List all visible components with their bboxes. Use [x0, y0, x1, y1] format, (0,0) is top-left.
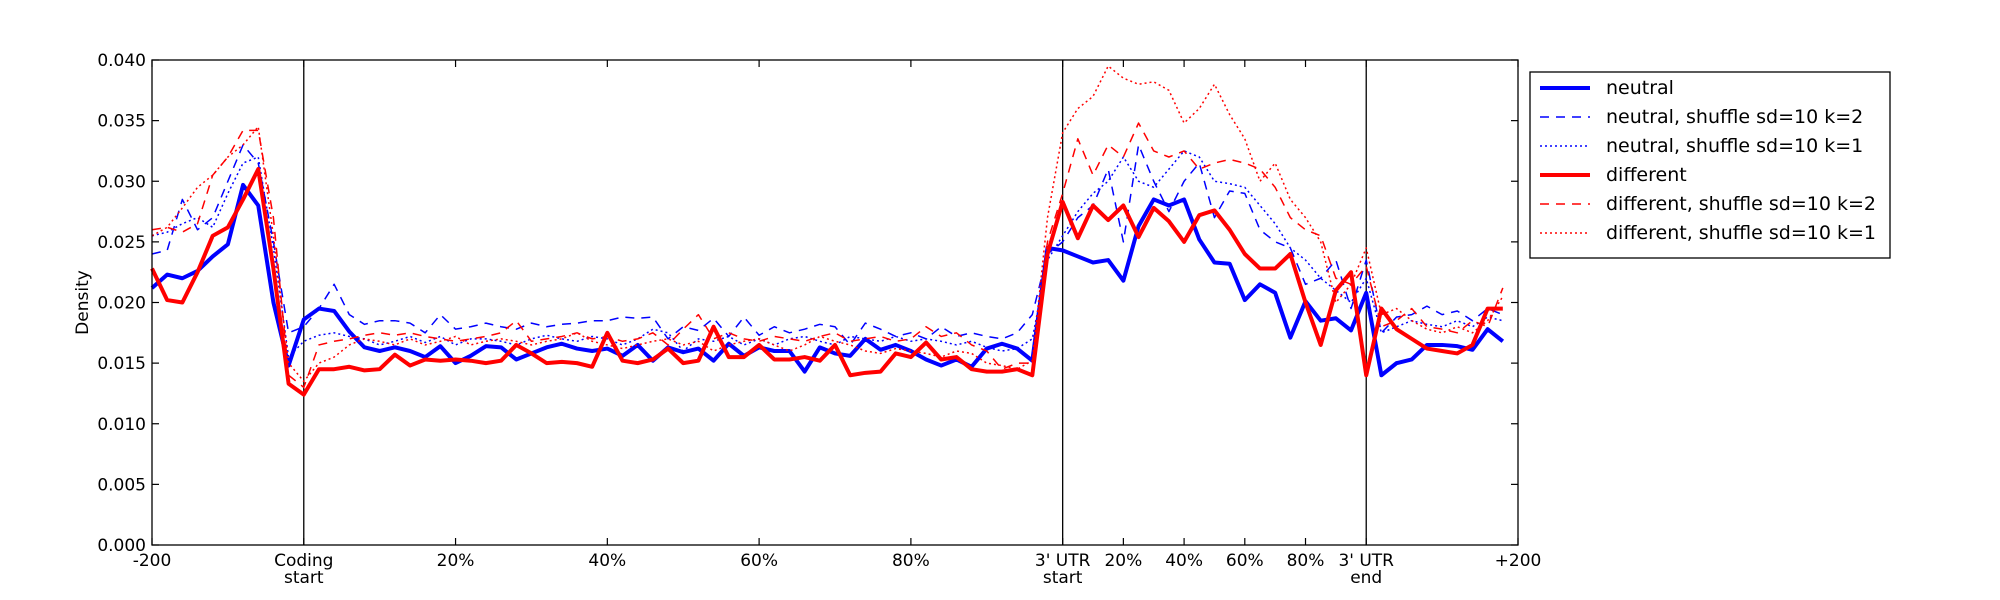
y-tick-label: 0.015: [97, 354, 146, 374]
y-tick-label: 0.040: [97, 51, 146, 71]
x-tick-label: 80%: [1287, 551, 1325, 571]
x-tick-label: 40%: [1165, 551, 1203, 571]
series-line-4: [151, 122, 1504, 389]
x-tick-label: 60%: [1226, 551, 1264, 571]
y-tick-label: 0.005: [97, 475, 146, 495]
legend: neutral neutral, shuffle sd=10 k=2 neutral…: [1529, 71, 1891, 259]
y-axis-label: Density: [73, 270, 93, 335]
series-line-3: [150, 167, 1503, 397]
y-tick-label: 0.025: [97, 233, 146, 253]
x-tick-label: 3' UTR start: [1035, 551, 1091, 588]
legend-label-3: different: [1606, 164, 1687, 186]
x-tick-label: 60%: [740, 551, 778, 571]
y-tick-label: 0.020: [97, 294, 146, 314]
legend-label-1: neutral, shuffle sd=10 k=2: [1606, 106, 1863, 128]
x-axis: -200 Coding start 20% 40% 60% 80% 3' UTR start 20…: [133, 60, 1542, 588]
series-line-5: [151, 65, 1504, 383]
plot-area-frame: [151, 59, 1519, 546]
region-boundaries: [303, 60, 1367, 545]
y-tick-label: 0.030: [97, 172, 146, 192]
x-tick-label: 20%: [437, 551, 475, 571]
x-tick-label: +200: [1495, 551, 1542, 571]
legend-label-5: different, shuffle sd=10 k=1: [1606, 222, 1876, 244]
x-tick-label: Coding start: [274, 551, 333, 588]
x-tick-label: -200: [133, 551, 172, 571]
legend-label-2: neutral, shuffle sd=10 k=1: [1606, 135, 1863, 157]
x-tick-label: 40%: [588, 551, 626, 571]
x-tick-label: 20%: [1104, 551, 1142, 571]
legend-label-4: different, shuffle sd=10 k=2: [1606, 193, 1876, 215]
x-tick-label: 3' UTR end: [1338, 551, 1394, 588]
y-tick-label: 0.035: [97, 112, 146, 132]
y-axis: 0.000 0.005 0.010 0.015 0.020 0.025 0.030 0.035…: [97, 51, 1518, 556]
series-line-2: [151, 150, 1503, 358]
series-line-1: [151, 144, 1504, 346]
y-tick-label: 0.010: [97, 415, 146, 435]
legend-label-0: neutral: [1606, 77, 1674, 99]
series-lines: [150, 65, 1505, 397]
x-tick-label: 80%: [892, 551, 930, 571]
y-tick-label: 0.000: [97, 536, 146, 556]
legend-box: [1529, 71, 1891, 259]
